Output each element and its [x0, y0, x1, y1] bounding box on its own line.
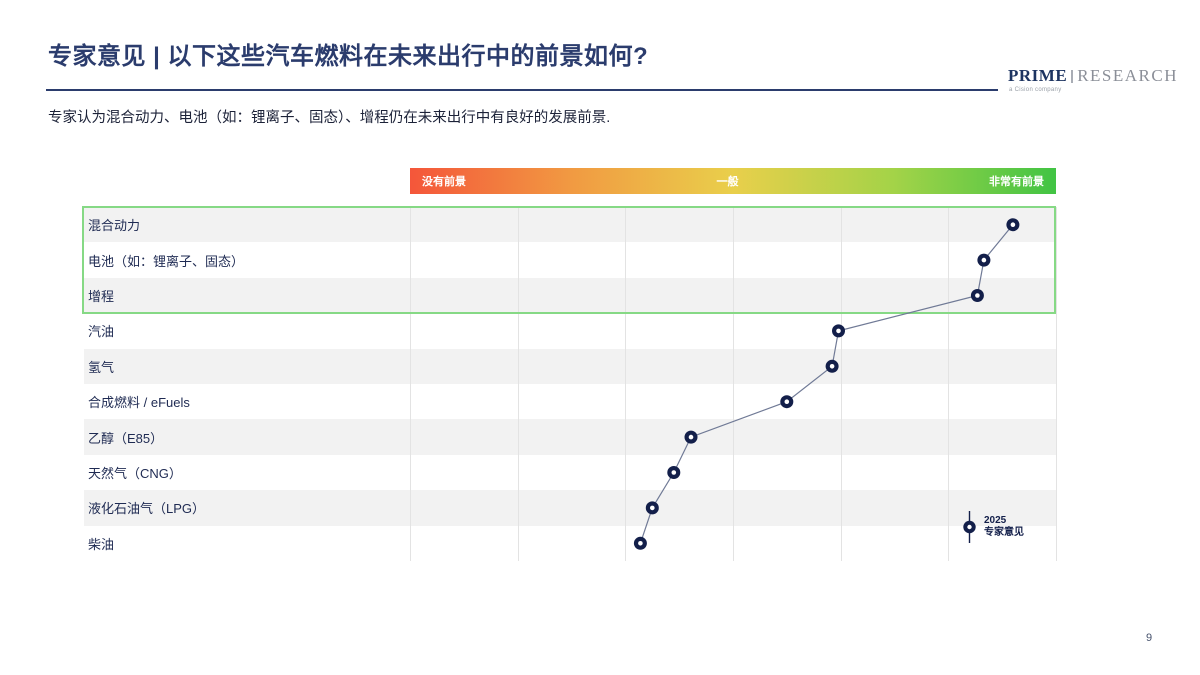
- grid-line: [410, 207, 411, 561]
- category-label: 汽油: [88, 324, 115, 340]
- slide-subtitle: 专家认为混合动力、电池（如：锂离子、固态）、增程仍在未来出行中有良好的发展前景.: [48, 110, 611, 126]
- category-label: 增程: [88, 288, 115, 304]
- grid-line: [517, 207, 519, 561]
- category-label: 氢气: [88, 359, 115, 375]
- data-point-center: [650, 505, 655, 511]
- category-label: 液化石油气（LPG）: [88, 501, 206, 517]
- grid-line: [948, 207, 950, 561]
- logo-row: PRIME RESEARCH: [1008, 66, 1178, 86]
- legend-text: 2025 专家意见: [984, 515, 1024, 539]
- data-point-center: [1010, 222, 1016, 227]
- data-point-center: [981, 257, 987, 263]
- data-point-center: [671, 470, 677, 475]
- grid-line: [733, 207, 734, 561]
- page-title: 专家意见 | 以下这些汽车燃料在未来出行中的前景如何?: [48, 43, 649, 70]
- category-label: 乙醇（E85）: [88, 430, 164, 446]
- data-point-center: [688, 434, 694, 440]
- grid-line: [1056, 207, 1057, 561]
- scale-label-very-promising: 非常有前景: [989, 176, 1044, 188]
- logo-mark-icon: [1071, 69, 1074, 83]
- category-label: 混合动力: [88, 218, 141, 234]
- scale-label-average: 一般: [716, 176, 739, 188]
- title-divider: [46, 89, 998, 91]
- connector-line: [639, 224, 1014, 544]
- chart-legend: 2025 专家意见: [962, 510, 1024, 544]
- grid-line: [840, 207, 842, 561]
- scale-gradient-bar: 没有前景 一般 非常有前景: [410, 168, 1056, 194]
- data-series-plot: [633, 218, 1020, 550]
- page-number: 9: [1146, 632, 1153, 644]
- data-point-center: [836, 328, 841, 334]
- category-label: 柴油: [88, 536, 115, 552]
- logo-tagline: a Cision company: [1009, 87, 1062, 93]
- legend-year: 2025: [984, 515, 1007, 526]
- legend-marker-icon: [963, 511, 976, 543]
- highlight-box: [82, 206, 1056, 315]
- legend-series-label: 专家意见: [984, 527, 1024, 538]
- grid-line: [625, 207, 627, 561]
- row-band: [84, 348, 1056, 384]
- logo-research-text: RESEARCH: [1077, 66, 1178, 85]
- category-label: 电池（如：锂离子、固态）: [88, 253, 245, 269]
- scale-label-no-prospect: 没有前景: [422, 176, 466, 188]
- category-label: 天然气（CNG）: [88, 465, 182, 481]
- row-band: [84, 207, 1056, 243]
- row-band: [84, 277, 1056, 314]
- data-point-center: [638, 541, 643, 546]
- logo-prime-text: PRIME: [1008, 66, 1068, 85]
- prime-research-logo: PRIME RESEARCH a Cision company: [1008, 66, 1178, 93]
- data-point-center: [829, 364, 835, 369]
- row-band: [84, 419, 1056, 455]
- category-label: 合成燃料 / eFuels: [88, 395, 190, 411]
- data-point-center: [975, 293, 980, 298]
- data-point-center: [784, 399, 790, 404]
- row-band: [84, 490, 1056, 526]
